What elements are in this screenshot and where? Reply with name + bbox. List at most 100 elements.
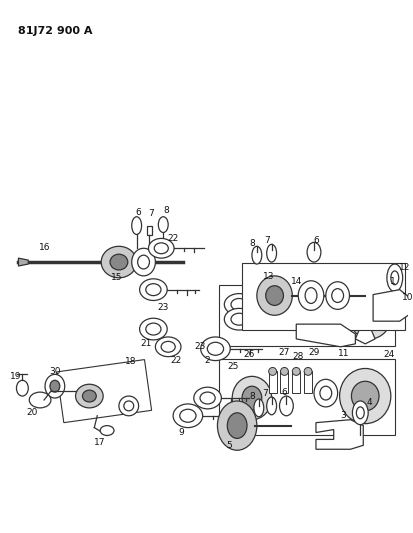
Ellipse shape xyxy=(29,392,51,408)
FancyBboxPatch shape xyxy=(242,263,405,330)
Text: 15: 15 xyxy=(111,273,123,282)
Text: 19: 19 xyxy=(10,372,21,381)
Ellipse shape xyxy=(76,384,103,408)
Text: 6: 6 xyxy=(282,387,287,397)
Text: 12: 12 xyxy=(399,263,411,272)
Ellipse shape xyxy=(266,286,283,305)
Text: 8: 8 xyxy=(249,392,255,401)
Text: 11: 11 xyxy=(338,349,349,358)
Text: 26: 26 xyxy=(243,350,255,359)
Ellipse shape xyxy=(119,396,139,416)
Text: 20: 20 xyxy=(26,408,38,417)
FancyBboxPatch shape xyxy=(219,359,395,435)
Polygon shape xyxy=(373,289,410,321)
Ellipse shape xyxy=(132,248,155,276)
Ellipse shape xyxy=(304,367,312,375)
Ellipse shape xyxy=(332,289,344,302)
Text: 81J72 900 A: 81J72 900 A xyxy=(19,26,93,36)
Text: 6: 6 xyxy=(313,236,319,245)
Ellipse shape xyxy=(155,337,181,357)
Ellipse shape xyxy=(307,243,321,262)
Text: 29: 29 xyxy=(309,348,320,357)
Ellipse shape xyxy=(50,380,60,392)
Ellipse shape xyxy=(231,298,247,310)
Text: 4: 4 xyxy=(366,399,372,407)
Ellipse shape xyxy=(231,313,247,325)
Ellipse shape xyxy=(280,367,288,375)
Ellipse shape xyxy=(351,381,379,411)
Ellipse shape xyxy=(305,288,317,303)
Ellipse shape xyxy=(132,217,142,235)
Ellipse shape xyxy=(267,244,277,262)
FancyBboxPatch shape xyxy=(292,372,300,393)
Ellipse shape xyxy=(339,368,391,424)
Ellipse shape xyxy=(194,387,221,409)
Ellipse shape xyxy=(149,238,174,258)
Ellipse shape xyxy=(352,401,368,425)
Ellipse shape xyxy=(356,407,364,419)
Polygon shape xyxy=(296,324,355,347)
Ellipse shape xyxy=(242,386,262,410)
Text: 8: 8 xyxy=(163,206,169,215)
Ellipse shape xyxy=(17,380,28,396)
Ellipse shape xyxy=(232,376,272,419)
FancyBboxPatch shape xyxy=(219,285,395,346)
Text: 22: 22 xyxy=(171,356,182,365)
Ellipse shape xyxy=(154,243,169,254)
Ellipse shape xyxy=(138,255,150,269)
Text: 25: 25 xyxy=(228,362,239,371)
Polygon shape xyxy=(316,419,363,449)
Ellipse shape xyxy=(83,390,96,402)
Ellipse shape xyxy=(298,281,324,310)
Ellipse shape xyxy=(173,404,203,427)
Text: 16: 16 xyxy=(39,243,51,252)
Text: 7: 7 xyxy=(262,389,268,398)
Text: 6: 6 xyxy=(136,208,142,217)
Text: 24: 24 xyxy=(383,350,394,359)
Ellipse shape xyxy=(110,254,128,270)
Ellipse shape xyxy=(146,323,161,335)
Ellipse shape xyxy=(140,318,167,340)
Ellipse shape xyxy=(314,379,338,407)
Ellipse shape xyxy=(326,282,349,309)
Ellipse shape xyxy=(161,341,175,352)
Ellipse shape xyxy=(267,397,277,415)
Text: 17: 17 xyxy=(93,438,105,447)
Ellipse shape xyxy=(100,426,114,435)
Ellipse shape xyxy=(200,392,215,404)
Ellipse shape xyxy=(180,409,196,422)
Polygon shape xyxy=(19,258,28,266)
Ellipse shape xyxy=(269,367,277,375)
Text: 22: 22 xyxy=(168,234,179,243)
Ellipse shape xyxy=(146,284,161,296)
Text: 5: 5 xyxy=(226,441,232,450)
Text: 7: 7 xyxy=(149,209,154,219)
Ellipse shape xyxy=(207,342,223,356)
Ellipse shape xyxy=(45,374,65,398)
Ellipse shape xyxy=(280,396,293,416)
Text: 9: 9 xyxy=(178,428,184,437)
Ellipse shape xyxy=(201,337,230,361)
Ellipse shape xyxy=(124,401,134,411)
Ellipse shape xyxy=(349,289,392,339)
Text: 18: 18 xyxy=(125,357,136,366)
Text: 10: 10 xyxy=(402,293,413,302)
FancyBboxPatch shape xyxy=(304,372,312,393)
Ellipse shape xyxy=(217,401,257,450)
Ellipse shape xyxy=(140,279,167,301)
Ellipse shape xyxy=(292,367,300,375)
Ellipse shape xyxy=(224,294,254,315)
Ellipse shape xyxy=(224,309,254,330)
FancyBboxPatch shape xyxy=(147,225,152,236)
Ellipse shape xyxy=(320,386,332,400)
Ellipse shape xyxy=(387,264,403,292)
Text: 2: 2 xyxy=(205,356,210,365)
Ellipse shape xyxy=(158,217,168,232)
Text: 7: 7 xyxy=(264,236,270,245)
Polygon shape xyxy=(57,360,152,423)
FancyBboxPatch shape xyxy=(280,372,288,393)
Text: 23: 23 xyxy=(158,303,169,312)
Ellipse shape xyxy=(101,246,137,278)
Text: 3: 3 xyxy=(341,411,347,420)
Ellipse shape xyxy=(254,399,264,417)
